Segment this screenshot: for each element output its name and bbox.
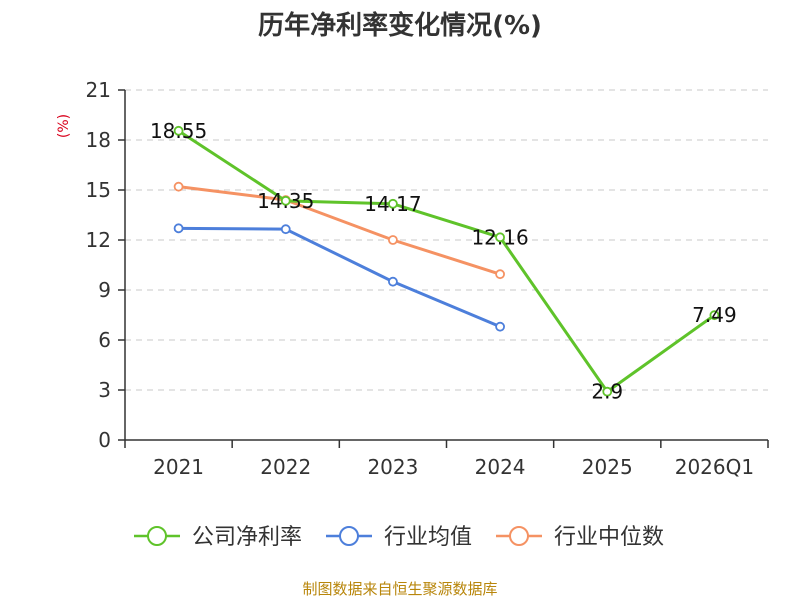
y-tick-label: 15: [86, 178, 111, 202]
y-tick-label: 0: [98, 428, 111, 452]
data-point: [388, 198, 398, 209]
y-tick-label: 3: [98, 378, 111, 402]
data-label: 14.17: [364, 192, 421, 216]
data-label: 18.55: [150, 119, 207, 143]
x-tick-label: 2023: [367, 455, 418, 479]
legend-label: 行业中位数: [554, 525, 664, 550]
data-point: [602, 386, 613, 397]
data-point: [280, 224, 291, 235]
data-point: [173, 125, 184, 136]
data-point: [388, 276, 398, 287]
data-point: [495, 269, 505, 280]
source-note: 制图数据来自恒生聚源数据库: [302, 580, 497, 598]
legend-label: 公司净利率: [192, 525, 302, 550]
x-tick-label: 2026Q1: [675, 455, 754, 479]
data-point: [173, 181, 184, 192]
x-tick-label: 2021: [153, 455, 204, 479]
data-point: [495, 232, 505, 243]
y-tick-label: 6: [98, 328, 111, 352]
y-tick-label: 18: [86, 128, 111, 152]
series-line-公司净利率: [177, 129, 716, 394]
data-point: [388, 235, 398, 245]
legend-marker: [339, 526, 359, 546]
y-tick-label: 12: [86, 228, 111, 252]
legend-label: 行业均值: [384, 525, 472, 550]
chart-title: 历年净利率变化情况(%): [258, 10, 542, 41]
data-point: [709, 310, 720, 321]
data-point: [280, 195, 291, 206]
y-axis-unit: (%): [56, 114, 72, 138]
data-label: 2.9: [591, 380, 623, 404]
data-label: 7.49: [692, 303, 737, 327]
y-tick-label: 9: [98, 278, 111, 302]
x-tick-label: 2022: [260, 455, 311, 479]
legend-marker: [147, 526, 167, 546]
data-label: 12.16: [471, 225, 528, 249]
legend-marker: [509, 526, 529, 546]
data-point: [173, 223, 184, 234]
data-point: [495, 321, 505, 332]
x-tick-label: 2024: [475, 455, 526, 479]
series-line-行业均值: [178, 226, 501, 329]
series-line-行业中位数: [178, 185, 501, 276]
data-label: 14.35: [257, 189, 314, 213]
y-tick-label: 21: [86, 78, 111, 102]
x-tick-label: 2025: [582, 455, 633, 479]
